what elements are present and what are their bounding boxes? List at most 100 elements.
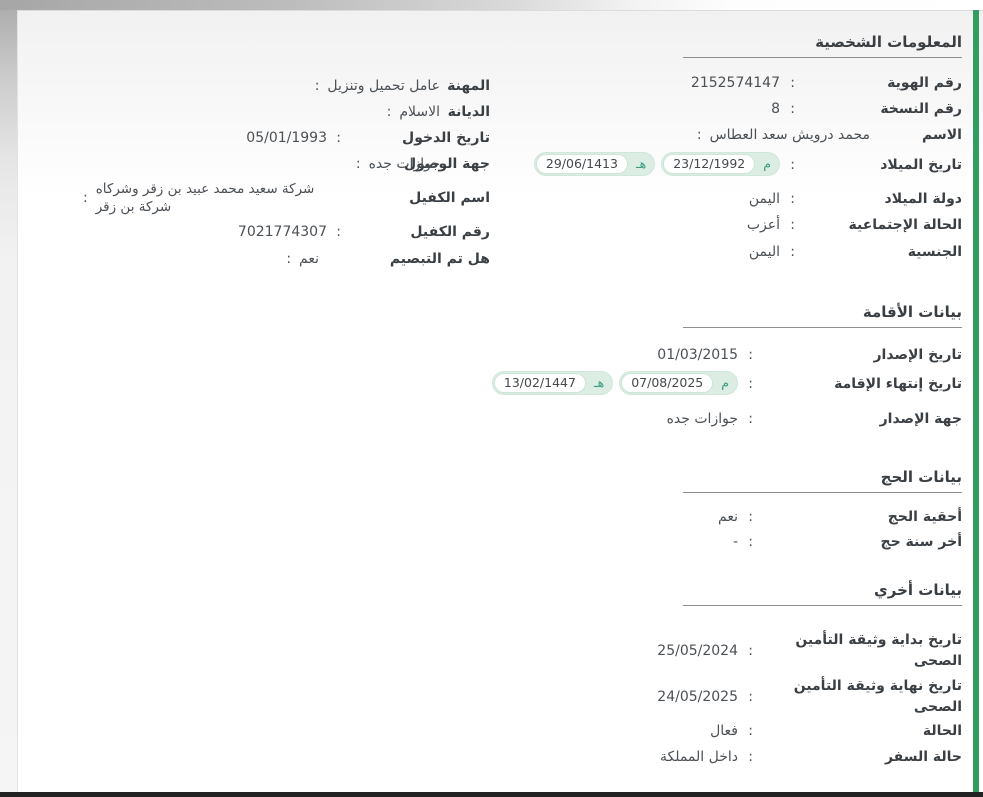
colon-separator <box>83 187 88 209</box>
field-value: 24/05/2025 <box>657 689 738 705</box>
colon-separator <box>748 640 753 662</box>
field-value: - <box>732 534 738 550</box>
colon-separator <box>748 506 753 528</box>
field-value: 7021774307 <box>237 224 327 240</box>
field-label: رقم الهوية <box>887 75 962 91</box>
sponsor-name-line1: شركة سعيد محمد عبيد بن زقر وشركاه <box>95 181 315 197</box>
field-value: محمد درويش سعد العطاس <box>709 127 870 143</box>
field-label: تاريخ الميلاد <box>880 157 962 173</box>
field-value-group: جوازات جده <box>356 153 440 175</box>
bottom-border-bar <box>0 792 983 797</box>
field-row-insurance-start: تاريخ بداية وثيقة التأمين الصحى 25/05/20… <box>0 630 983 674</box>
field-value-group: شركة سعيد محمد عبيد بن زقر وشركاه شركة ب… <box>83 180 315 216</box>
colon-separator <box>356 153 361 175</box>
field-value: فعال <box>710 723 738 739</box>
field-label-line1: تاريخ بداية وثيقة التأمين <box>795 632 962 648</box>
field-label: تاريخ بداية وثيقة التأمين الصحى <box>795 630 962 672</box>
field-label: الحالة <box>922 723 962 739</box>
field-label: تاريخ الإصدار <box>873 347 963 363</box>
field-value: 01/03/2015 <box>657 347 738 363</box>
field-row-insurance-end: تاريخ نهاية وثيقة التأمين الصحى 24/05/20… <box>0 676 983 720</box>
field-value: داخل المملكة <box>659 749 738 765</box>
field-label: الحالة الإجتماعية <box>848 217 962 233</box>
field-label: جهة الإصدار <box>879 411 962 427</box>
field-row-birth-date: تاريخ الميلاد 29/06/1413 هـ 23/12/1992 م <box>0 152 983 176</box>
field-label: أحقية الحج <box>887 509 962 525</box>
green-scrollbar-thumb[interactable] <box>973 10 979 792</box>
colon-separator <box>748 686 753 708</box>
field-label-line2: الصحى <box>913 653 962 669</box>
field-value: جوازات جده <box>666 411 738 427</box>
field-label: حالة السفر <box>884 749 962 765</box>
field-row-religion: الديانة الاسلام <box>0 101 983 123</box>
field-row-full-name: الاسم محمد درويش سعد العطاس <box>0 124 983 146</box>
section-title-residency: بيانات الأقامة <box>862 303 962 321</box>
hijri-date-value: 13/02/1447 <box>493 373 586 393</box>
field-label: المهنة <box>447 78 490 94</box>
field-value: أعزب <box>746 217 780 233</box>
field-row-issue-date: تاريخ الإصدار 01/03/2015 <box>0 344 983 366</box>
gregorian-date-pill: 23/12/1992 م <box>661 152 780 176</box>
field-value: نعم <box>299 251 319 267</box>
colon-separator <box>387 101 392 123</box>
gregorian-date-pill: 07/08/2025 م <box>619 371 738 395</box>
field-row-marital-status: الحالة الإجتماعية أعزب <box>0 214 983 236</box>
field-row-status: الحالة فعال <box>0 720 983 742</box>
field-value: 05/01/1993 <box>246 130 327 146</box>
colon-separator <box>748 746 753 768</box>
colon-separator <box>748 531 753 553</box>
field-label: تاريخ إنتهاء الإقامة <box>834 376 962 392</box>
colon-separator <box>336 127 341 149</box>
sponsor-name-value: شركة سعيد محمد عبيد بن زقر وشركاه شركة ب… <box>96 180 315 216</box>
section-title-other: بيانات أخري <box>874 581 962 599</box>
colon-separator <box>286 248 291 270</box>
field-row-travel-status: حالة السفر داخل المملكة <box>0 746 983 768</box>
left-gutter <box>0 10 17 792</box>
field-label: أخر سنة حج <box>880 534 963 550</box>
field-row-occupation: المهنة عامل تحميل وتنزيل <box>0 75 983 97</box>
field-label: الاسم <box>922 127 962 143</box>
field-value-group: الاسلام <box>387 101 440 123</box>
field-label: هل تم التبصيم <box>389 251 490 267</box>
hijri-date-value: 29/06/1413 <box>535 154 628 174</box>
field-value: 2152574147 <box>690 75 780 91</box>
field-value: اليمن <box>748 191 780 207</box>
field-label: رقم الكفيل <box>410 224 490 240</box>
field-value: نعم <box>718 509 738 525</box>
field-row-issuing-authority: جهة الإصدار جوازات جده <box>0 408 983 430</box>
field-value-group: محمد درويش سعد العطاس <box>697 124 870 146</box>
field-value: جوازات جده <box>368 156 440 172</box>
field-value: 25/05/2024 <box>657 643 738 659</box>
hijri-calendar-tag: هـ <box>593 375 605 390</box>
colon-separator <box>315 75 320 97</box>
colon-separator <box>748 720 753 742</box>
expiry-date-pills: 13/02/1447 هـ 07/08/2025 م <box>491 371 738 395</box>
section-underline <box>683 327 962 328</box>
colon-separator <box>748 408 753 430</box>
section-underline <box>683 605 962 606</box>
top-shadow <box>0 0 983 10</box>
sponsor-name-line2: شركة بن زقر <box>95 199 172 215</box>
field-value: 8 <box>771 101 780 117</box>
section-title-hajj: بيانات الحج <box>880 468 962 486</box>
field-label-line2: الصحى <box>913 699 962 715</box>
field-value: عامل تحميل وتنزيل <box>327 78 440 94</box>
field-value-group: عامل تحميل وتنزيل <box>315 75 440 97</box>
field-row-arrival-port: جهة الوصول جوازات جده <box>0 153 983 175</box>
field-row-sponsor-number: رقم الكفيل 7021774307 <box>0 221 983 243</box>
field-row-birth-country: دولة الميلاد اليمن <box>0 188 983 210</box>
field-row-residency-expiry: تاريخ إنتهاء الإقامة 13/02/1447 هـ 07/08… <box>0 371 983 395</box>
section-title-personal: المعلومات الشخصية <box>815 33 962 51</box>
content-card <box>17 10 983 792</box>
field-label: دولة الميلاد <box>884 191 962 207</box>
field-label-line1: تاريخ نهاية وثيقة التأمين <box>793 678 962 694</box>
field-label: تاريخ الدخول <box>402 130 490 146</box>
gregorian-date-value: 07/08/2025 <box>621 373 714 393</box>
hijri-date-pill: 13/02/1447 هـ <box>491 371 614 395</box>
field-value: اليمن <box>748 244 780 260</box>
field-row-last-hajj-year: أخر سنة حج - <box>0 531 983 553</box>
field-label: جهة الوصول <box>404 156 490 172</box>
field-label: تاريخ نهاية وثيقة التأمين الصحى <box>794 676 962 718</box>
colon-separator <box>748 344 753 366</box>
field-row-entry-date: تاريخ الدخول 05/01/1993 <box>0 127 983 149</box>
